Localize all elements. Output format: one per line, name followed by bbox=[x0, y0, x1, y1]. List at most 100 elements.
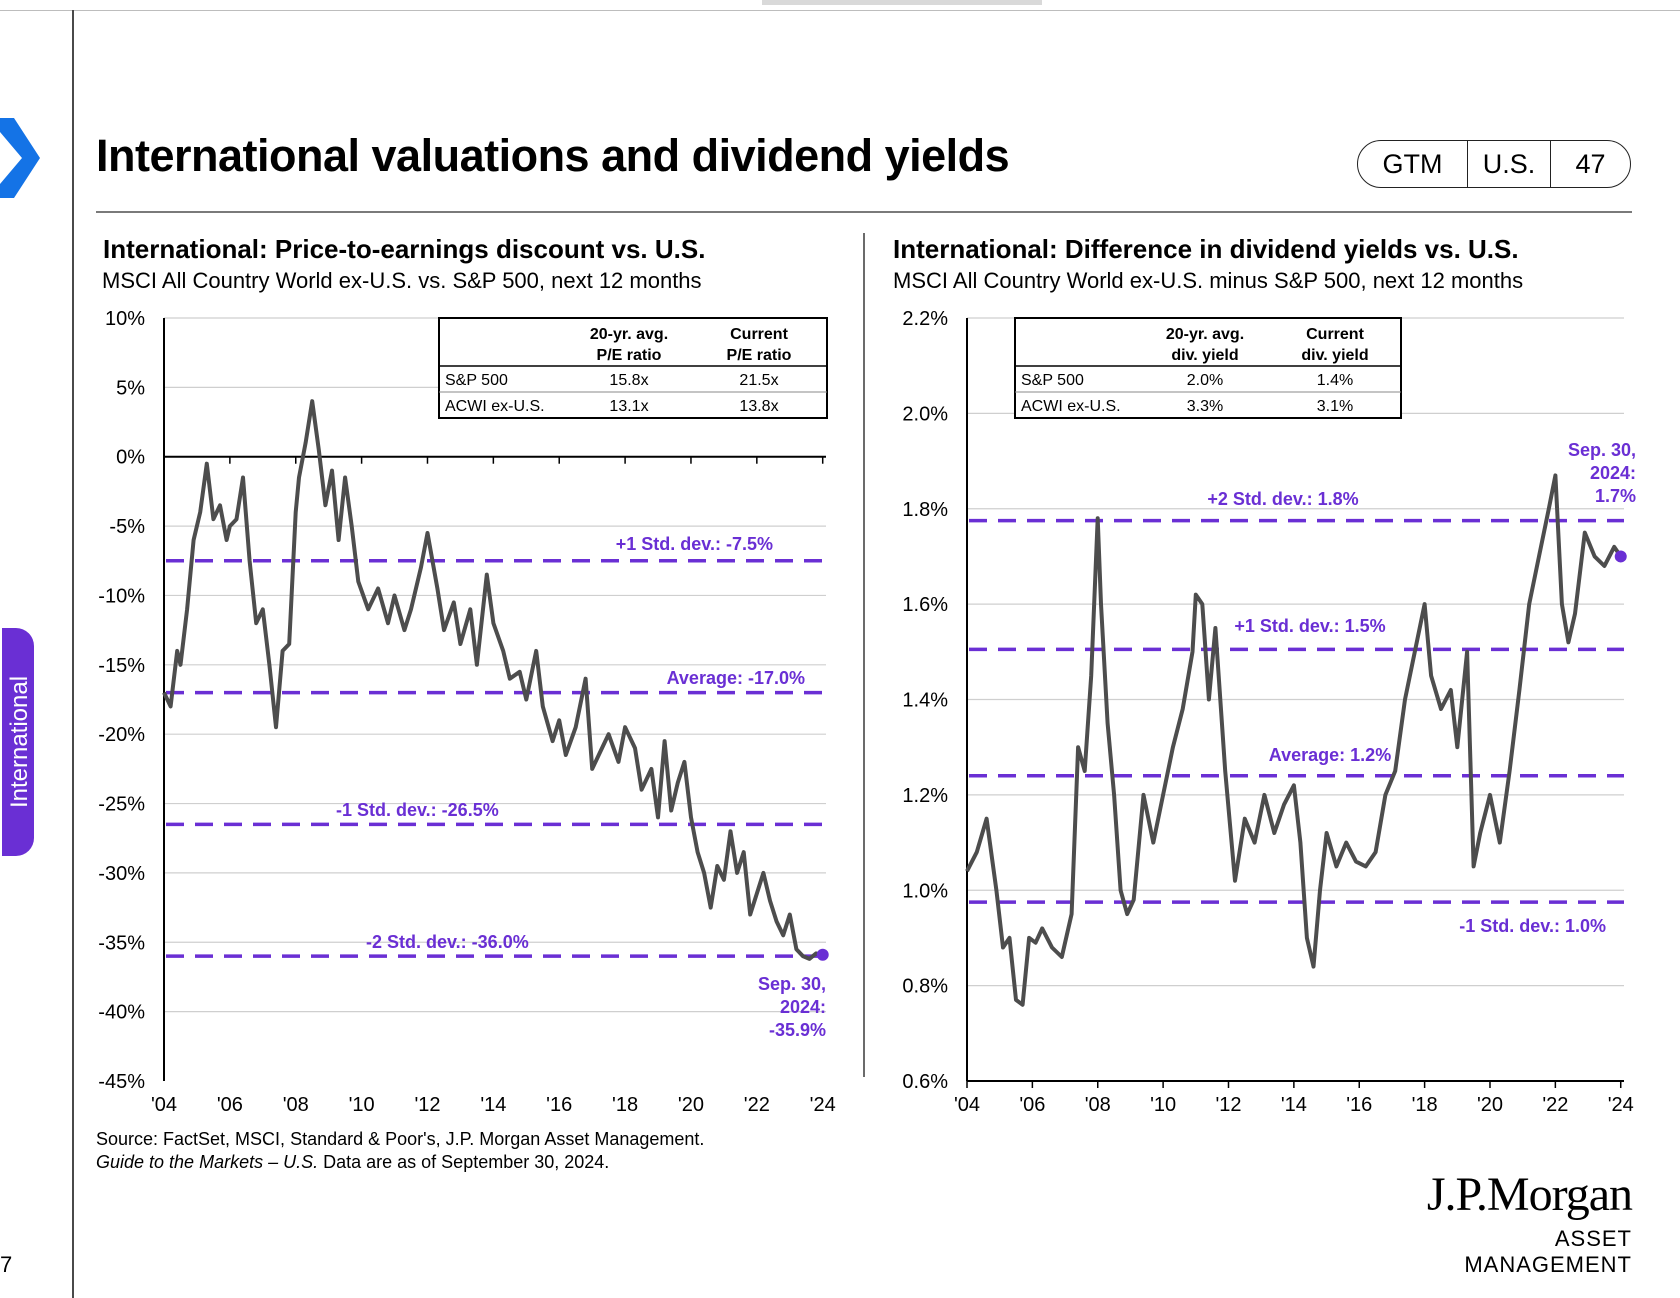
right-x-tick: '12 bbox=[1215, 1094, 1241, 1116]
left-ref-label: -1 Std. dev.: -26.5% bbox=[336, 800, 499, 820]
source-note: Source: FactSet, MSCI, Standard & Poor's… bbox=[96, 1128, 704, 1174]
left-chart-title: International: Price-to-earnings discoun… bbox=[103, 234, 706, 264]
left-ref-label: -2 Std. dev.: -36.0% bbox=[366, 932, 529, 952]
left-table-header: P/E ratio bbox=[597, 347, 662, 364]
right-x-tick: '16 bbox=[1346, 1094, 1372, 1116]
pe-discount-chart: 10% 5% 0% -5% -10% -15% -20% -25% -30% -35% -40% -4… bbox=[98, 308, 836, 1116]
right-x-tick: '08 bbox=[1085, 1094, 1111, 1116]
left-x-tick: '06 bbox=[217, 1094, 243, 1116]
left-table-cell: 13.1x bbox=[609, 398, 648, 415]
left-endpoint-label: Sep. 30, bbox=[758, 974, 826, 994]
right-y-tick: 1.2% bbox=[902, 785, 948, 807]
left-x-tick: '10 bbox=[349, 1094, 375, 1116]
logo-wordmark: J.P.Morgan bbox=[1426, 1168, 1633, 1221]
left-x-tick: '08 bbox=[283, 1094, 309, 1116]
right-table-cell: S&P 500 bbox=[1021, 372, 1084, 389]
left-y-tick: -10% bbox=[98, 585, 145, 607]
left-table-header: P/E ratio bbox=[727, 347, 792, 364]
right-ref-label: -1 Std. dev.: 1.0% bbox=[1459, 916, 1606, 936]
right-chart-title: International: Difference in dividend yi… bbox=[893, 234, 1519, 264]
right-ref-label: +2 Std. dev.: 1.8% bbox=[1207, 489, 1358, 509]
chart-divider bbox=[863, 233, 865, 1077]
left-table-header: 20-yr. avg. bbox=[590, 326, 668, 343]
source-date: Data are as of September 30, 2024. bbox=[318, 1152, 610, 1172]
left-y-tick: -30% bbox=[98, 863, 145, 885]
left-y-tick: -40% bbox=[98, 1002, 145, 1024]
side-tab-international[interactable]: International bbox=[2, 628, 34, 856]
left-ref-label: Average: -17.0% bbox=[667, 668, 805, 688]
badge-page: 47 bbox=[1575, 148, 1606, 179]
right-x-tick: '06 bbox=[1019, 1094, 1045, 1116]
left-x-tick: '12 bbox=[414, 1094, 440, 1116]
left-y-tick: -15% bbox=[98, 655, 145, 677]
left-series-line bbox=[162, 399, 824, 961]
left-table-cell: S&P 500 bbox=[445, 372, 508, 389]
left-x-tick: '20 bbox=[678, 1094, 704, 1116]
right-table-header: Current bbox=[1306, 326, 1364, 343]
left-y-tick: -45% bbox=[98, 1071, 145, 1093]
right-table-header: 20-yr. avg. bbox=[1166, 326, 1244, 343]
left-table-cell: 21.5x bbox=[739, 372, 778, 389]
left-x-tick: '16 bbox=[546, 1094, 572, 1116]
source-line-1: Source: FactSet, MSCI, Standard & Poor's… bbox=[96, 1129, 705, 1149]
left-endpoint-marker bbox=[816, 948, 829, 961]
left-x-tick: '14 bbox=[480, 1094, 506, 1116]
source-line-2: Guide to the Markets – U.S. Data are as … bbox=[96, 1151, 704, 1174]
right-x-tick: '04 bbox=[954, 1094, 980, 1116]
right-table-cell: 3.1% bbox=[1317, 398, 1353, 415]
right-table-cell: 3.3% bbox=[1187, 398, 1223, 415]
right-ref-label: +1 Std. dev.: 1.5% bbox=[1234, 616, 1385, 636]
dividend-yield-chart: 2.2% 2.0% 1.8% 1.6% 1.4% 1.2% 1.0% 0.8% 0.6% '04 '… bbox=[902, 308, 1636, 1116]
page-title: International valuations and dividend yi… bbox=[96, 130, 1010, 181]
left-table-cell: ACWI ex-U.S. bbox=[445, 398, 545, 415]
right-table-cell: 2.0% bbox=[1187, 372, 1223, 389]
right-endpoint-label: 1.7% bbox=[1595, 486, 1636, 506]
gtm-badge: GTM U.S. 47 bbox=[1357, 140, 1631, 188]
right-endpoint-marker bbox=[1614, 550, 1627, 563]
right-endpoint-label: Sep. 30, bbox=[1568, 440, 1636, 460]
right-table-cell: ACWI ex-U.S. bbox=[1021, 398, 1121, 415]
right-series-line bbox=[965, 473, 1623, 1007]
right-y-tick: 1.4% bbox=[902, 690, 948, 712]
left-endpoint-label: 2024: bbox=[780, 997, 826, 1017]
left-table-cell: 15.8x bbox=[609, 372, 648, 389]
top-bar bbox=[0, 0, 1680, 11]
left-x-tick: '24 bbox=[810, 1094, 836, 1116]
left-chart-subtitle: MSCI All Country World ex-U.S. vs. S&P 5… bbox=[102, 268, 702, 293]
left-y-tick: 5% bbox=[116, 377, 145, 399]
right-y-tick: 1.8% bbox=[902, 499, 948, 521]
right-x-tick: '24 bbox=[1608, 1094, 1634, 1116]
left-y-tick: 10% bbox=[105, 308, 145, 330]
jpmorgan-logo: J.P.Morgan ASSET MANAGEMENT bbox=[1392, 1168, 1633, 1278]
right-endpoint-label: 2024: bbox=[1590, 463, 1636, 483]
right-y-tick: 2.0% bbox=[902, 403, 948, 425]
title-rule bbox=[96, 211, 1632, 213]
left-y-tick: -5% bbox=[109, 516, 145, 538]
right-table-header: div. yield bbox=[1301, 347, 1368, 364]
right-table-box bbox=[1014, 317, 1402, 419]
left-table-cell: 13.8x bbox=[739, 398, 778, 415]
left-x-tick: '04 bbox=[151, 1094, 177, 1116]
right-y-tick: 0.6% bbox=[902, 1071, 948, 1093]
left-y-tick: 0% bbox=[116, 447, 145, 469]
right-y-tick: 1.0% bbox=[902, 880, 948, 902]
left-ref-label: +1 Std. dev.: -7.5% bbox=[616, 534, 773, 554]
left-y-tick: -20% bbox=[98, 724, 145, 746]
left-x-tick: '22 bbox=[744, 1094, 770, 1116]
right-y-tick: 0.8% bbox=[902, 976, 948, 998]
left-table-box bbox=[438, 317, 828, 419]
logo-subtitle: ASSET MANAGEMENT bbox=[1464, 1226, 1632, 1277]
right-y-tick: 1.6% bbox=[902, 594, 948, 616]
right-x-tick: '18 bbox=[1412, 1094, 1438, 1116]
left-endpoint-label: -35.9% bbox=[769, 1020, 826, 1040]
chevron-right-icon[interactable] bbox=[0, 118, 40, 198]
right-x-tick: '22 bbox=[1542, 1094, 1568, 1116]
left-y-tick: -25% bbox=[98, 794, 145, 816]
badge-region: U.S. bbox=[1468, 141, 1551, 187]
left-x-tick: '18 bbox=[612, 1094, 638, 1116]
right-x-tick: '10 bbox=[1150, 1094, 1176, 1116]
top-tab-indicator bbox=[762, 0, 1042, 5]
left-table-header: Current bbox=[730, 326, 788, 343]
left-page-number: 7 bbox=[0, 1252, 13, 1277]
left-y-tick: -35% bbox=[98, 932, 145, 954]
